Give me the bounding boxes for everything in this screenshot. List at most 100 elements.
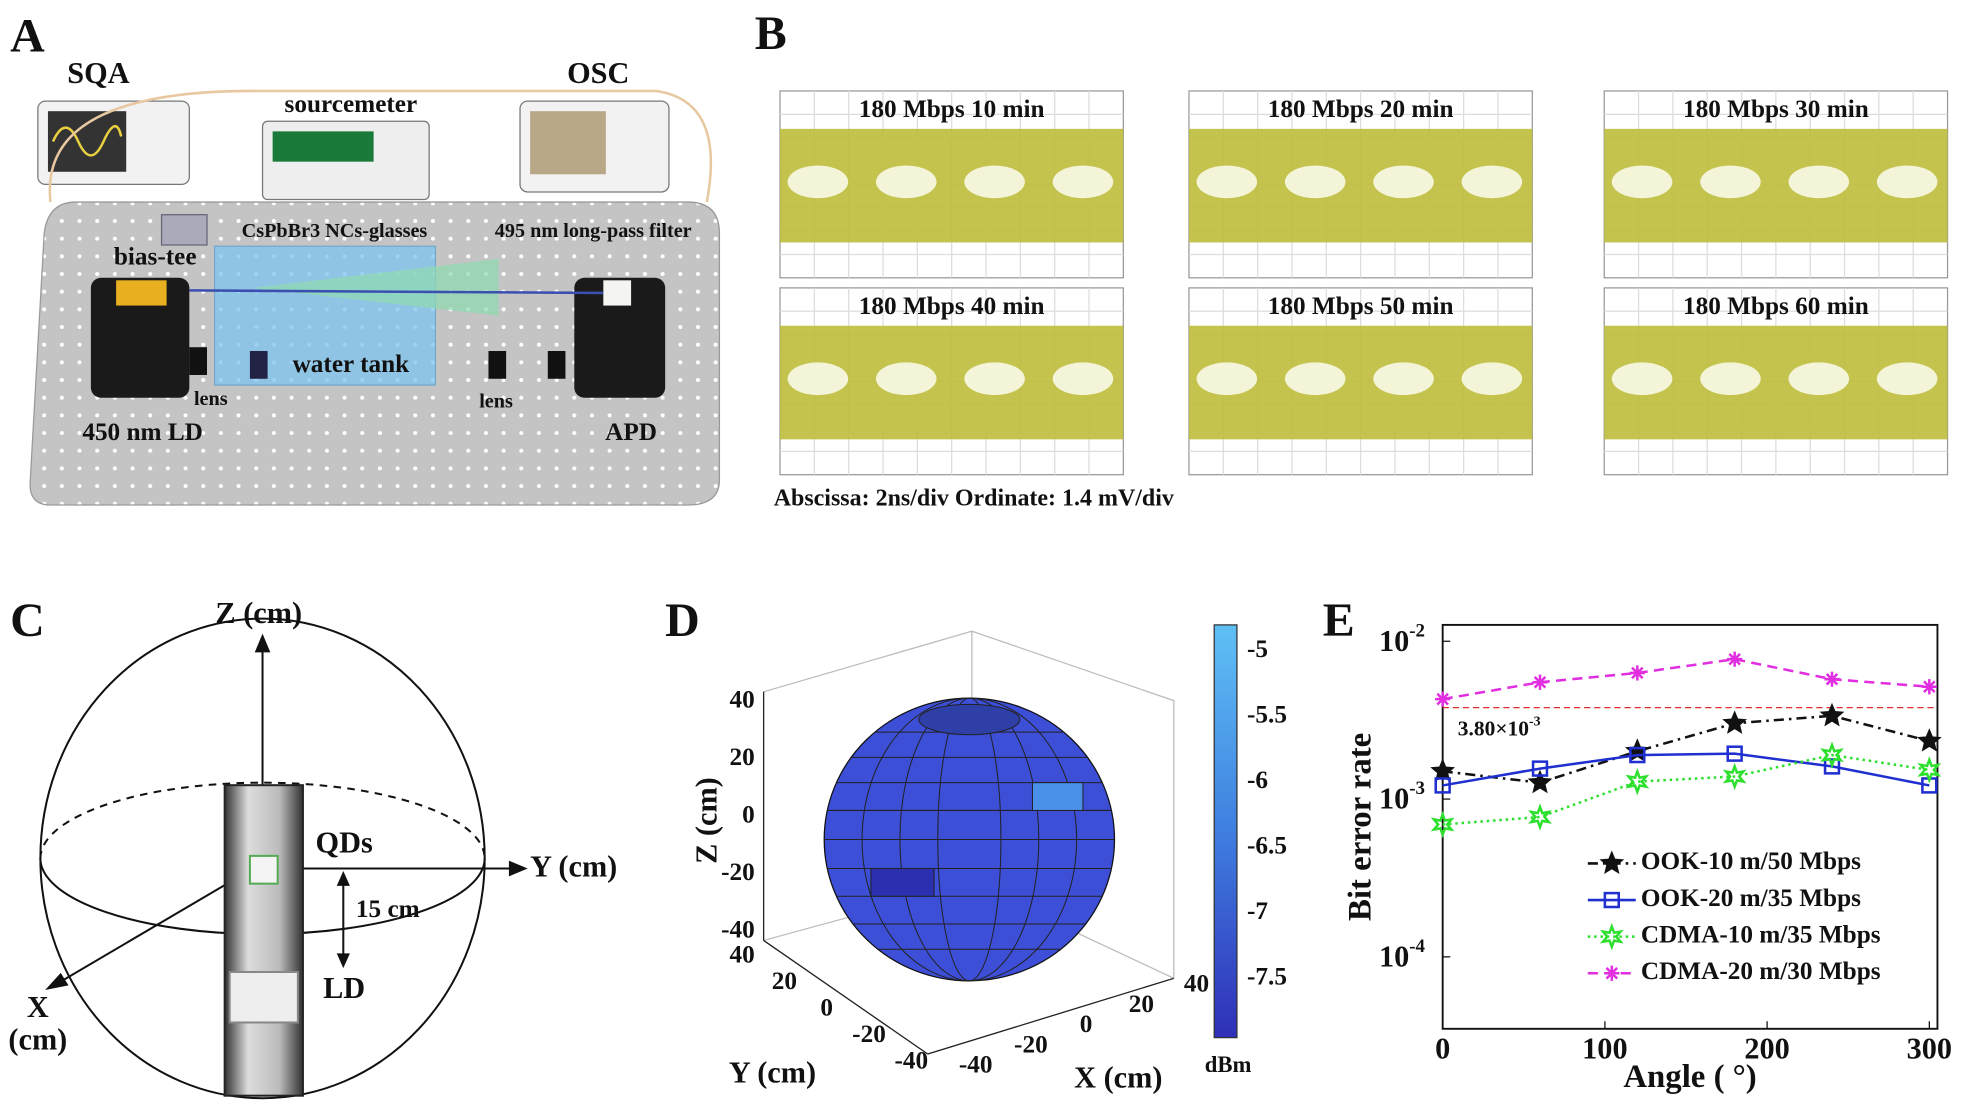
eye-opening <box>1700 362 1761 396</box>
marker <box>1917 756 1942 784</box>
legend-marker <box>1604 965 1620 981</box>
threshold-exponent: -3 <box>1529 715 1541 730</box>
marker <box>1722 762 1747 791</box>
eye-opening <box>1196 165 1258 199</box>
colorbar <box>1213 624 1238 1039</box>
eye-title: 180 Mbps 50 min <box>1268 293 1454 320</box>
tick-exponent: -2 <box>1409 621 1425 642</box>
plot-frame <box>1441 623 1939 1030</box>
caption: Abscissa: 2ns/div Ordinate: 1.4 mV/div <box>774 485 1174 511</box>
colorbar-tick-label: -5.5 <box>1247 701 1287 728</box>
axis-label: (cm) <box>8 1023 67 1057</box>
eye-opening <box>1052 362 1114 396</box>
instrument-label: sourcemeter <box>285 91 418 118</box>
legend-label: OOK-10 m/50 Mbps <box>1641 848 1861 875</box>
marker <box>1430 810 1455 839</box>
legend-marker <box>1599 922 1624 951</box>
setup-drawing <box>29 89 721 506</box>
series-line <box>1442 753 1930 826</box>
eye-opening <box>787 165 849 199</box>
threshold-base: 3.80×10 <box>1458 716 1529 740</box>
eye-opening <box>875 165 937 199</box>
eye-diagrams: 180 Mbps 10 min 180 Mbps 20 min 180 Mbps 3… <box>779 90 1949 476</box>
component-label: 495 nm long-pass filter <box>495 220 692 242</box>
eye-opening <box>1373 362 1434 396</box>
legend-marker <box>1603 891 1621 909</box>
eye-title: 180 Mbps 40 min <box>859 293 1045 320</box>
instrument-label: SQA <box>67 56 129 90</box>
series-line <box>1442 657 1930 701</box>
z-tick-label: -20 <box>721 859 755 886</box>
eye-opening <box>1788 362 1850 396</box>
eye-opening <box>1700 165 1761 199</box>
eye-opening <box>1461 362 1523 396</box>
eye-opening <box>1611 362 1673 396</box>
axis-label: Z (cm) <box>215 596 302 630</box>
eye-opening <box>1284 165 1346 199</box>
legend-label: CDMA-10 m/35 Mbps <box>1641 921 1881 948</box>
tick-base: 10 <box>1379 939 1409 973</box>
legend-label: OOK-20 m/35 Mbps <box>1641 885 1861 912</box>
eye-opening <box>1876 362 1938 396</box>
panel-label: B <box>755 7 787 60</box>
component-label: QDs <box>316 826 373 860</box>
z-tick-label: -40 <box>721 916 755 943</box>
eye-opening <box>1052 165 1114 199</box>
marker <box>1727 651 1743 667</box>
z-tick-label: 0 <box>742 802 755 829</box>
eye-title: 180 Mbps 30 min <box>1683 96 1869 123</box>
axis-label: Y (cm) <box>729 1055 816 1089</box>
marker <box>1726 745 1743 762</box>
component-label: 450 nm LD <box>82 419 203 446</box>
z-tick-label: 20 <box>730 744 755 771</box>
y-tick-label: -20 <box>852 1021 886 1048</box>
legend-label: CDMA-20 m/30 Mbps <box>1641 958 1881 985</box>
marker <box>1916 728 1942 752</box>
eye-title: 180 Mbps 10 min <box>859 96 1045 123</box>
marker <box>1528 803 1552 831</box>
eye-opening <box>1788 165 1850 199</box>
component-label: lens <box>194 388 228 410</box>
marker <box>1531 760 1549 777</box>
colorbar-tick-label: -6.5 <box>1247 832 1287 859</box>
panel-label: A <box>10 10 45 63</box>
marker <box>1435 691 1451 707</box>
y-tick-label: 0 <box>820 995 833 1022</box>
marker <box>1625 767 1650 796</box>
y-tick-label: 10-3 <box>1379 779 1425 816</box>
x-tick-label: 300 <box>1907 1031 1952 1065</box>
marker <box>1921 679 1937 695</box>
marker <box>1629 665 1645 681</box>
eye-opening <box>1611 165 1673 199</box>
component-label: APD <box>605 419 657 446</box>
x-tick-label: -20 <box>1014 1031 1048 1058</box>
eye-title: 180 Mbps 20 min <box>1268 96 1454 123</box>
component-label: lens <box>479 390 513 412</box>
axis-label: X <box>27 990 49 1024</box>
coordinate-drawing <box>39 617 528 1100</box>
marker <box>1629 746 1646 764</box>
colorbar-tick-label: -5 <box>1247 636 1268 663</box>
marker <box>1722 710 1748 734</box>
panel-label: C <box>10 594 45 647</box>
eye-opening <box>1876 165 1938 199</box>
component-label: LD <box>323 971 365 1005</box>
marker <box>1820 741 1844 769</box>
y-tick-label: 20 <box>772 968 797 995</box>
marker <box>1527 769 1553 794</box>
marker <box>1823 758 1841 775</box>
marker <box>1819 702 1845 727</box>
eye-opening <box>964 362 1025 396</box>
eye-opening <box>1373 165 1434 199</box>
threshold-label: 3.80×10-3 <box>1458 715 1541 740</box>
distance-label: 15 cm <box>356 896 420 923</box>
z-tick-label: 40 <box>730 687 755 714</box>
tick-base: 10 <box>1379 624 1409 658</box>
panel-label: D <box>665 594 700 647</box>
colorbar-tick-label: -7.5 <box>1247 963 1287 990</box>
eye-opening <box>1196 362 1258 396</box>
colorbar-label: dBm <box>1205 1052 1252 1077</box>
